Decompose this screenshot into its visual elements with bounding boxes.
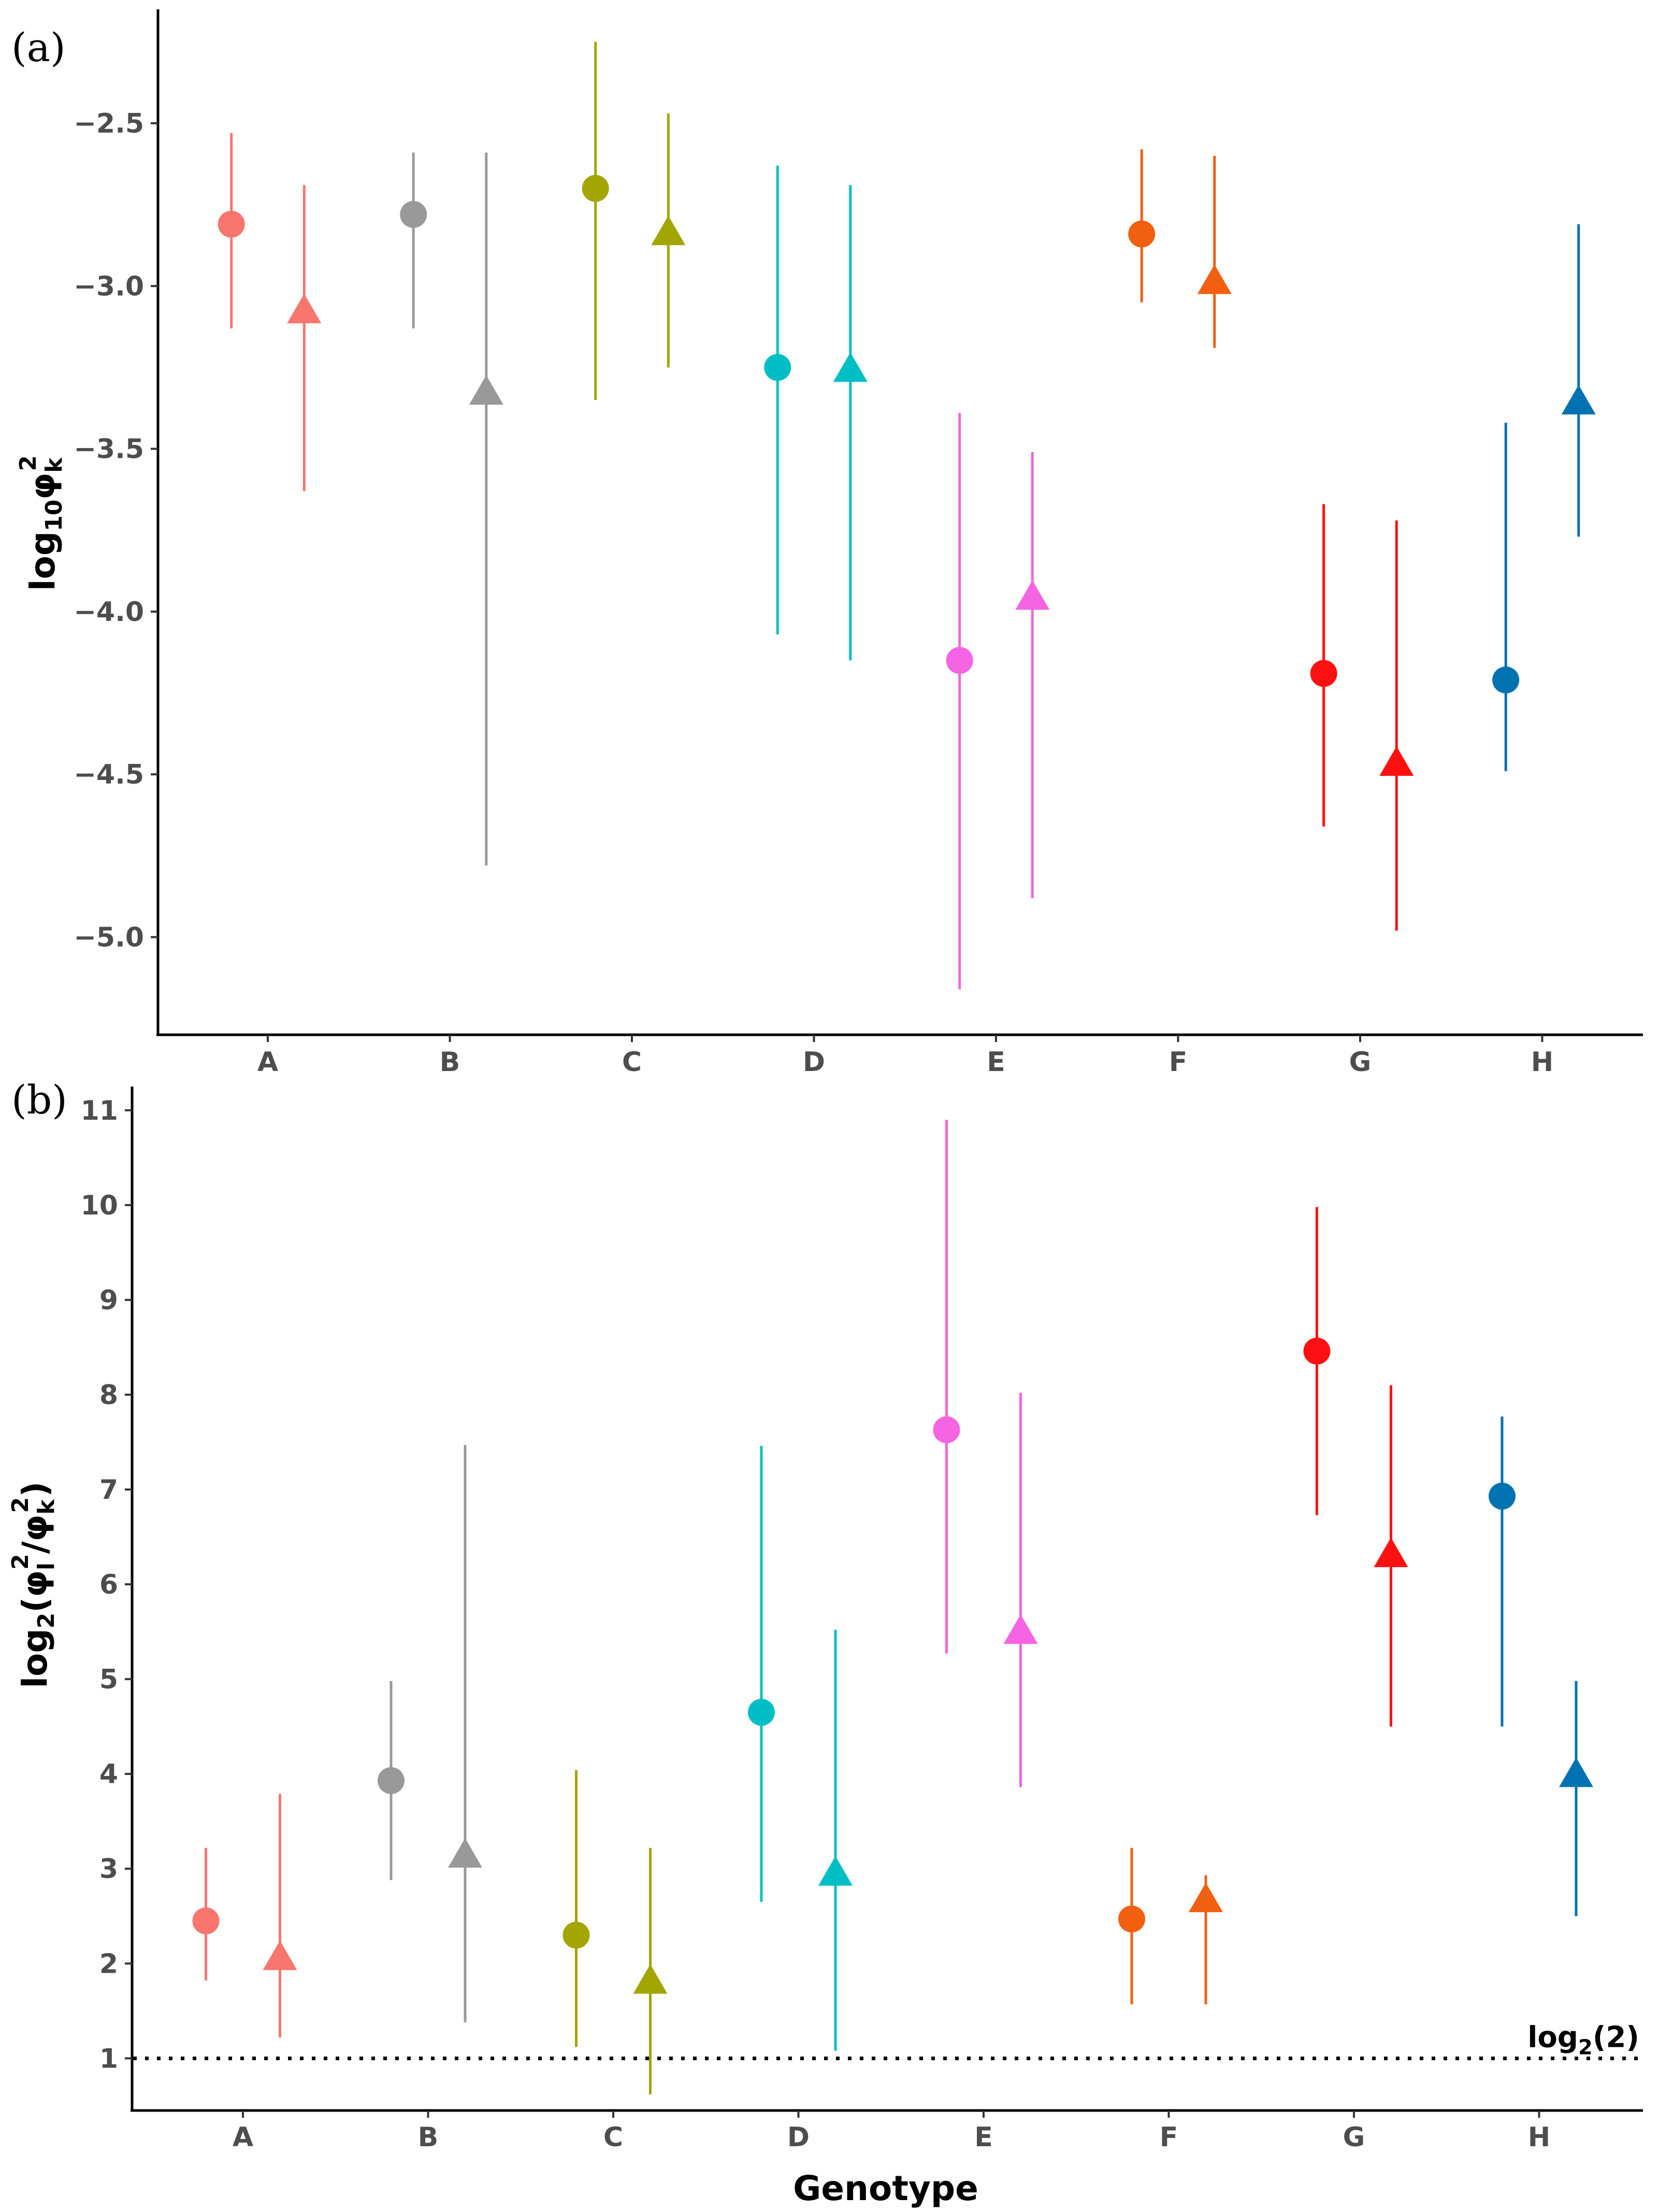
data-point-triangle (448, 1838, 482, 1868)
panel-a-chart: −5.0 −4.5 −4.0 −3.5 −3.0 −2.5 A B C D E F G H log10φ… (15, 9, 1643, 1078)
x-tick-label: F (1169, 1047, 1188, 1078)
data-point-triangle (1559, 1757, 1593, 1787)
data-point-triangle (287, 294, 322, 324)
x-tick-label: G (1343, 2122, 1365, 2153)
data-point-circle (933, 1416, 960, 1443)
data-point-circle (946, 647, 973, 674)
x-tick-label: E (987, 1047, 1005, 1078)
y-tick-label: −5.0 (74, 922, 144, 953)
data-point-circle (562, 1921, 590, 1949)
x-tick-label: B (418, 2122, 439, 2153)
x-tick-label: A (233, 2122, 253, 2153)
data-point-circle (582, 175, 609, 202)
panel-b-y-axis-title: log2(φl2/φk2) (7, 1481, 60, 1688)
data-point-circle (1489, 1482, 1516, 1510)
data-point-triangle (1015, 580, 1050, 610)
data-point-triangle (633, 1964, 668, 1994)
data-point-circle (1310, 660, 1337, 687)
data-point-circle (1118, 1905, 1145, 1933)
x-tick-label: F (1160, 2122, 1178, 2153)
x-tick-label: B (440, 1047, 460, 1078)
panel-b-chart: 1 2 3 4 5 6 7 8 9 10 11 A B C D E F G H log2(2) log2(φl2/… (7, 1087, 1643, 2208)
x-tick-label: H (1528, 2122, 1551, 2153)
panel-a-y-axis-title: log10φk2 (15, 455, 67, 591)
x-tick-label: G (1349, 1047, 1372, 1078)
y-tick-label: 8 (99, 1380, 118, 1411)
y-tick-label: −3.0 (74, 271, 144, 302)
data-point-triangle (818, 1856, 853, 1886)
x-axis-title: Genotype (793, 2168, 978, 2208)
y-tick-label: 2 (99, 1948, 118, 1979)
y-tick-label: 9 (99, 1285, 118, 1316)
data-point-triangle (469, 375, 503, 405)
x-tick-label: C (603, 2122, 623, 2153)
y-tick-label: 3 (99, 1854, 118, 1885)
y-tick-label: 5 (99, 1664, 118, 1695)
data-point-circle (400, 201, 427, 228)
data-point-triangle (1189, 1883, 1223, 1913)
data-point-triangle (1003, 1614, 1038, 1644)
data-point-circle (192, 1907, 220, 1934)
data-point-triangle (1197, 264, 1232, 294)
y-tick-label: 10 (81, 1190, 118, 1221)
data-point-circle (218, 210, 245, 238)
data-point-circle (764, 354, 791, 381)
data-point-triangle (1561, 385, 1596, 415)
data-point-triangle (1379, 746, 1414, 776)
y-tick-label: −4.5 (74, 759, 144, 790)
x-tick-label: H (1531, 1047, 1554, 1078)
x-tick-label: D (803, 1047, 825, 1078)
data-point-circle (1128, 220, 1156, 248)
panel-b-label: (b) (11, 1077, 67, 1123)
data-point-triangle (1374, 1537, 1408, 1567)
y-tick-label: 11 (81, 1095, 118, 1126)
y-tick-label: 4 (99, 1759, 118, 1790)
data-point-circle (378, 1767, 405, 1794)
y-tick-label: 1 (99, 2043, 118, 2074)
data-point-circle (1303, 1337, 1331, 1365)
x-tick-label: D (787, 2122, 810, 2153)
data-point-circle (748, 1699, 775, 1726)
data-point-triangle (651, 215, 686, 245)
x-tick-label: C (622, 1047, 642, 1078)
x-tick-label: E (974, 2122, 993, 2153)
y-tick-label: −4.0 (74, 597, 144, 628)
data-point-triangle (833, 352, 868, 382)
panel-a-label: (a) (11, 24, 66, 70)
y-tick-label: −2.5 (74, 108, 144, 139)
data-point-circle (1492, 666, 1520, 693)
reference-line-label: log2(2) (1527, 2020, 1639, 2059)
y-tick-label: 7 (99, 1474, 118, 1506)
y-tick-label: 6 (99, 1569, 118, 1600)
x-tick-label: A (257, 1047, 278, 1078)
data-point-triangle (263, 1940, 297, 1970)
y-tick-label: −3.5 (74, 434, 144, 465)
